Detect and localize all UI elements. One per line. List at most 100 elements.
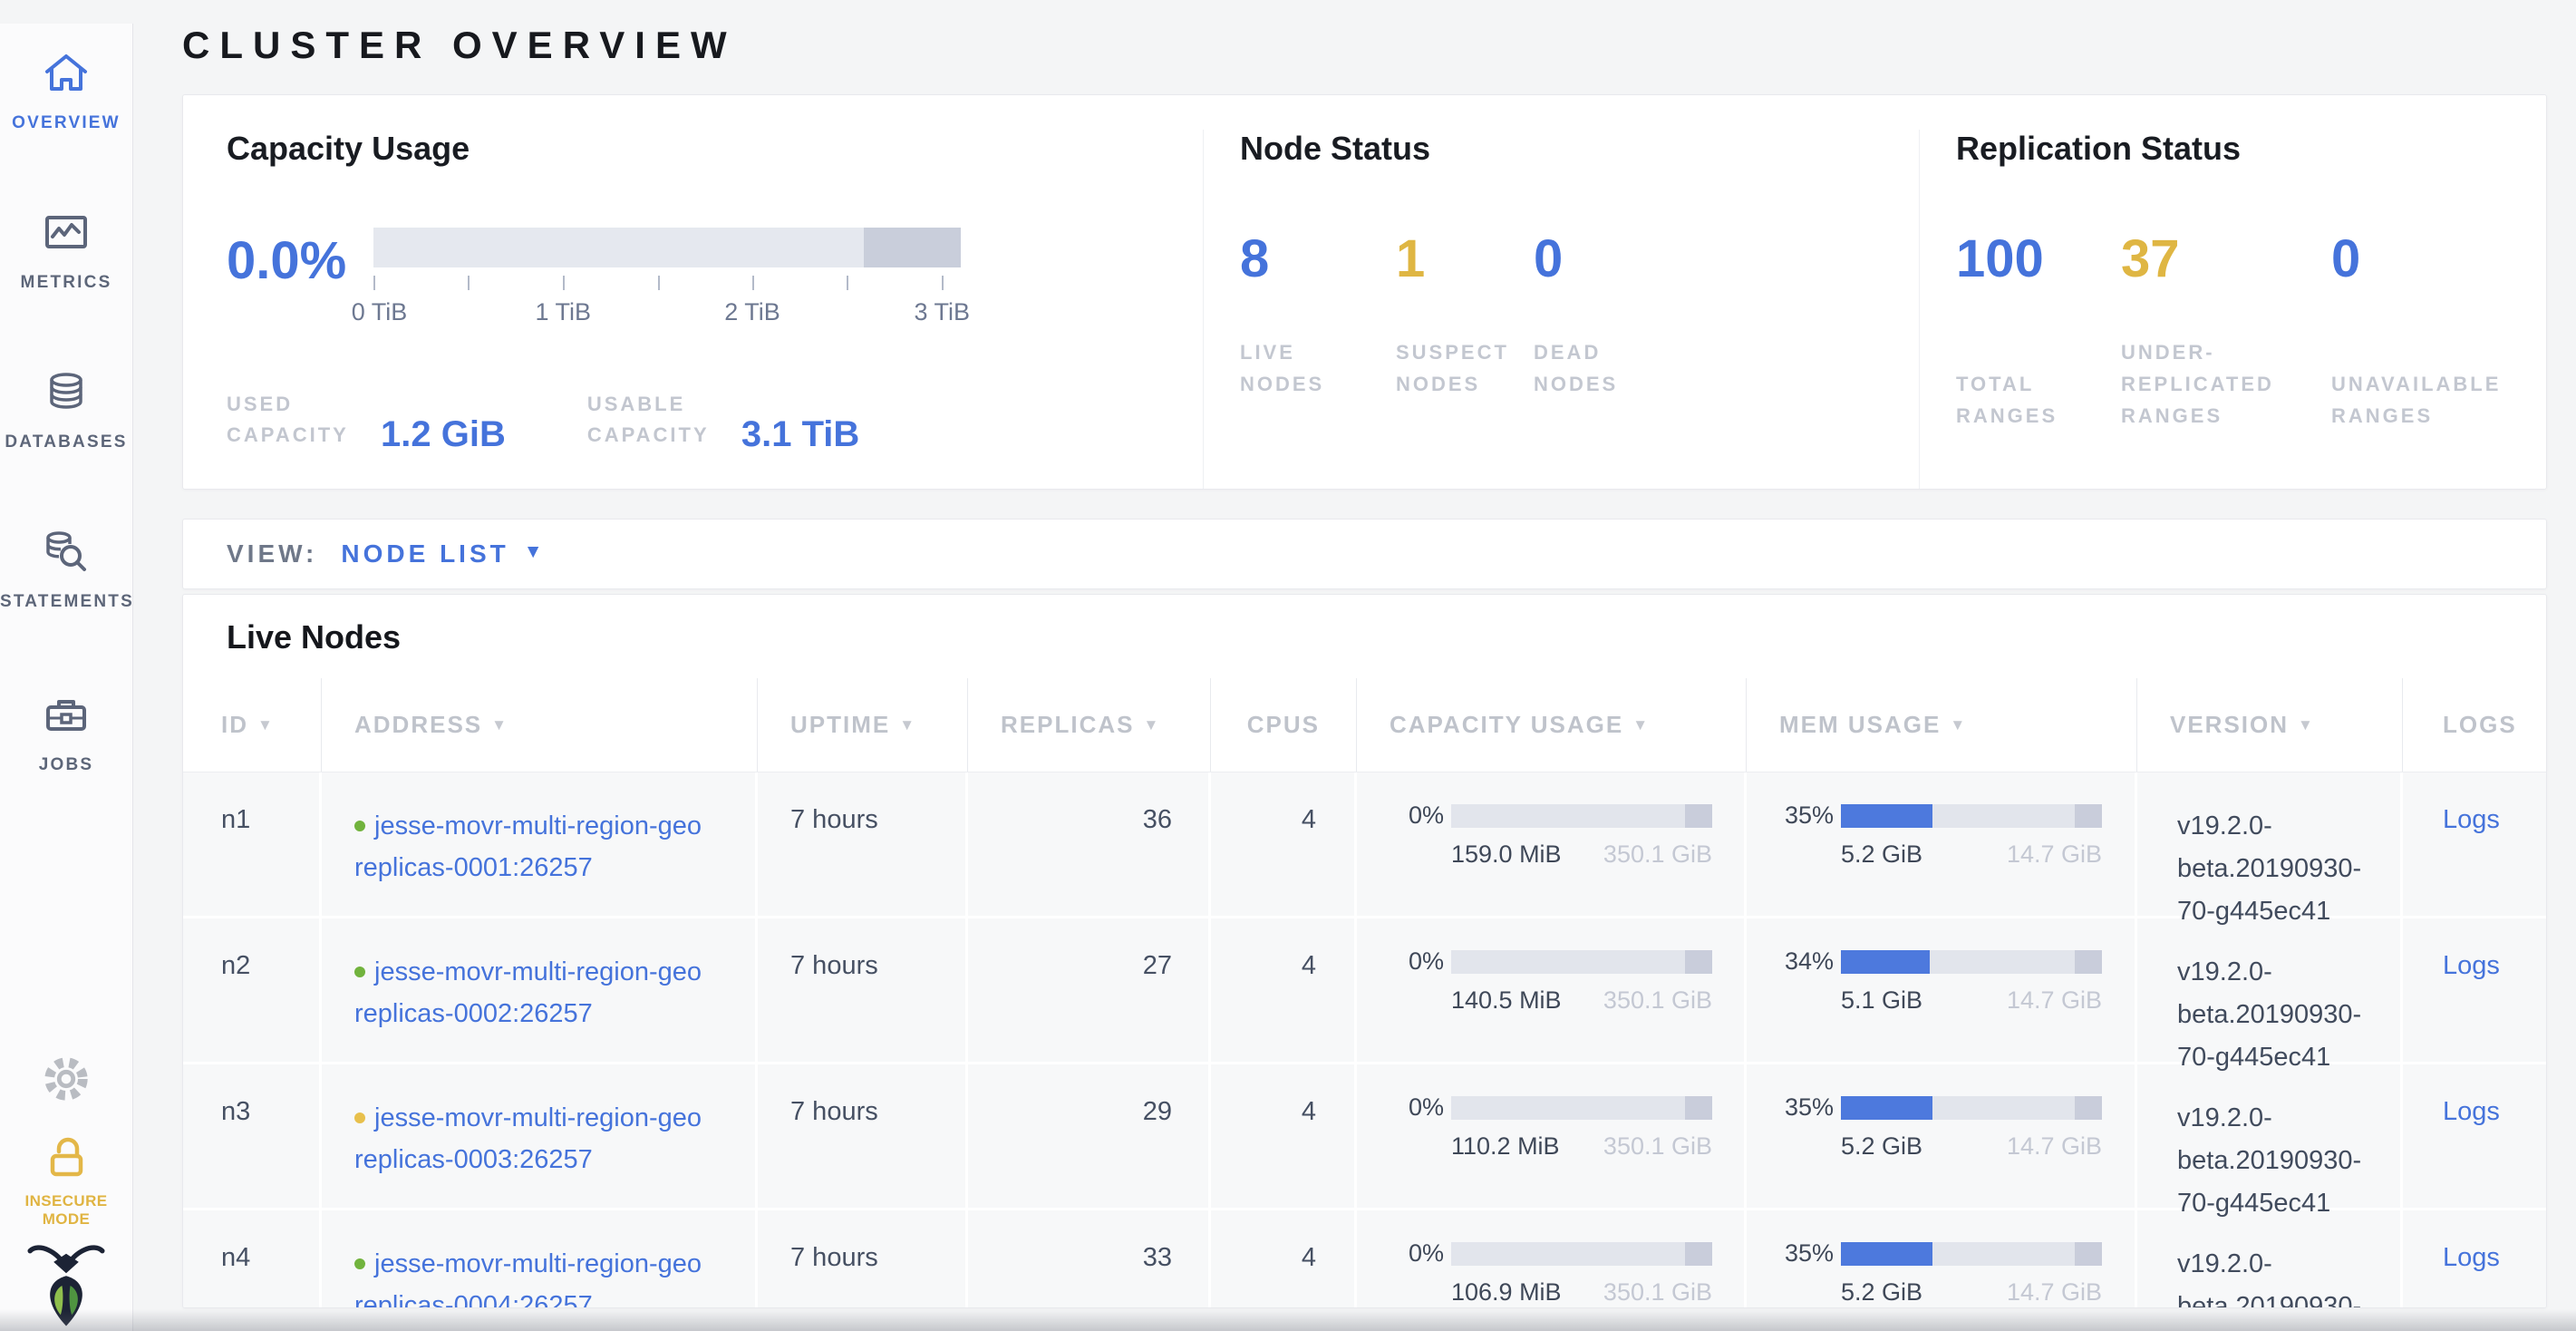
- column-header-uptime[interactable]: UPTIME ▼: [758, 678, 968, 772]
- node-address-link[interactable]: jesse-movr-multi-region-geo replicas-0004…: [354, 1249, 702, 1308]
- metrics-icon: [40, 216, 92, 263]
- node-version: v19.2.0-beta.20190930-70-g445ec41: [2137, 1210, 2403, 1307]
- capacity-percent: 0.0%: [227, 231, 347, 290]
- column-header-version[interactable]: VERSION ▼: [2137, 678, 2403, 772]
- logs-link[interactable]: Logs: [2443, 1243, 2500, 1272]
- tick-label: 3 TiB: [914, 298, 971, 325]
- node-cpus: 4: [1211, 772, 1357, 933]
- view-label: VIEW:: [227, 539, 318, 568]
- tick-label: 2 TiB: [724, 298, 780, 325]
- tick-label: 1 TiB: [535, 298, 592, 325]
- mem-bar: [1841, 949, 2102, 974]
- node-replicas: 33: [968, 1210, 1211, 1307]
- node-mem-usage: 35% 5.2 GiB 14.7 GiB: [1747, 1210, 2137, 1307]
- databases-icon: [40, 373, 92, 423]
- node-version: v19.2.0-beta.20190930-70-g445ec41: [2137, 918, 2403, 1079]
- chevron-down-icon: ▼: [523, 541, 543, 562]
- column-header-replicas[interactable]: REPLICAS ▼: [968, 678, 1211, 772]
- node-address-link[interactable]: jesse-movr-multi-region-geo replicas-0002…: [354, 957, 702, 1029]
- node-logs: Logs: [2403, 1064, 2546, 1225]
- node-status-section: Node Status 8 1 0 LIVE NODES SUSPECT NOD…: [1203, 130, 1919, 489]
- column-header-capacity-usage[interactable]: CAPACITY USAGE ▼: [1357, 678, 1747, 772]
- node-status-title: Node Status: [1240, 130, 1431, 167]
- node-capacity-usage: 0% 106.9 MiB 350.1 GiB: [1357, 1210, 1747, 1307]
- main-content: CLUSTER OVERVIEW Capacity Usage 0.0% 0: [133, 24, 2576, 1308]
- suspect-nodes-label: SUSPECT NODES: [1396, 341, 1509, 396]
- node-address: jesse-movr-multi-region-geo replicas-0003…: [322, 1064, 758, 1225]
- dead-nodes-count: 0: [1534, 229, 1564, 288]
- live-nodes-label: LIVE NODES: [1240, 341, 1325, 396]
- node-address-link[interactable]: jesse-movr-multi-region-geo replicas-0001…: [354, 811, 702, 883]
- node-logs: Logs: [2403, 918, 2546, 1079]
- mem-bar: [1841, 803, 2102, 828]
- node-status-dot: [354, 1112, 365, 1123]
- capacity-usage-title: Capacity Usage: [227, 130, 470, 167]
- usable-capacity-value: 3.1 TiB: [741, 414, 860, 455]
- node-status-dot: [354, 1258, 365, 1269]
- column-header-cpus: CPUS: [1211, 678, 1357, 772]
- node-status-dot: [354, 967, 365, 977]
- replication-status-section: Replication Status 100 37 0 TOTAL RANGES…: [1919, 130, 2546, 489]
- sidebar-item-label: DATABASES: [5, 432, 128, 452]
- sort-icon: ▼: [1632, 715, 1651, 734]
- table-body: n1 jesse-movr-multi-region-geo replicas-0…: [183, 772, 2546, 1308]
- sidebar-item-statements[interactable]: STATEMENTS: [0, 526, 132, 612]
- capacity-gauge-ticks: [373, 267, 961, 298]
- cockroach-logo[interactable]: [0, 1237, 132, 1331]
- node-replicas: 29: [968, 1064, 1211, 1225]
- node-logs: Logs: [2403, 772, 2546, 933]
- unavailable-ranges-label: UNAVAILABLE RANGES: [2331, 373, 2502, 428]
- logs-link[interactable]: Logs: [2443, 951, 2500, 980]
- sidebar-item-metrics[interactable]: METRICS: [0, 207, 132, 293]
- sidebar: OVERVIEW METRICS DATABASES: [0, 24, 133, 1331]
- mem-bar: [1841, 1095, 2102, 1120]
- sort-icon: ▼: [257, 715, 275, 734]
- node-replicas: 36: [968, 772, 1211, 933]
- sidebar-item-jobs[interactable]: JOBS: [0, 689, 132, 775]
- gear-icon: [41, 1057, 92, 1108]
- node-logs: Logs: [2403, 1210, 2546, 1307]
- sidebar-item-label: OVERVIEW: [12, 113, 121, 132]
- dead-nodes-label: DEAD NODES: [1534, 341, 1619, 396]
- live-nodes-title: Live Nodes: [227, 618, 402, 656]
- node-capacity-usage: 0% 159.0 MiB 350.1 GiB: [1357, 772, 1747, 933]
- node-capacity-usage: 0% 140.5 MiB 350.1 GiB: [1357, 918, 1747, 1079]
- node-status-dot: [354, 821, 365, 831]
- node-replicas: 27: [968, 918, 1211, 1079]
- capacity-bar: [1451, 1095, 1712, 1120]
- node-uptime: 7 hours: [758, 1064, 968, 1225]
- column-header-address[interactable]: ADDRESS ▼: [322, 678, 758, 772]
- capacity-bar: [1451, 1241, 1712, 1266]
- tick-label: 0 TiB: [351, 298, 408, 325]
- insecure-mode-indicator[interactable]: INSECURE MODE: [0, 1128, 132, 1229]
- mem-bar: [1841, 1241, 2102, 1266]
- node-capacity-usage: 0% 110.2 MiB 350.1 GiB: [1357, 1064, 1747, 1225]
- capacity-bar: [1451, 949, 1712, 974]
- node-id: n3: [183, 1064, 322, 1225]
- live-nodes-count: 8: [1240, 229, 1270, 288]
- used-capacity-stat: USED CAPACITY 1.2 GiB: [227, 393, 506, 455]
- view-selector[interactable]: VIEW: NODE LIST ▼: [182, 519, 2547, 589]
- view-value[interactable]: NODE LIST: [341, 539, 509, 568]
- statements-icon: [40, 531, 92, 582]
- node-address-link[interactable]: jesse-movr-multi-region-geo replicas-0003…: [354, 1103, 702, 1175]
- node-uptime: 7 hours: [758, 1210, 968, 1307]
- sidebar-item-overview[interactable]: OVERVIEW: [0, 47, 132, 133]
- table-header: ID ▼ ADDRESS ▼ UPTIME ▼ REPLICAS ▼ CPUS CAPA…: [183, 678, 2546, 772]
- under-replicated-ranges-label: UNDER-REPLICATED RANGES: [2121, 341, 2274, 428]
- node-uptime: 7 hours: [758, 772, 968, 933]
- settings-button[interactable]: [0, 1054, 132, 1109]
- logs-link[interactable]: Logs: [2443, 805, 2500, 834]
- capacity-bar: [1451, 803, 1712, 828]
- total-ranges-count: 100: [1956, 229, 2044, 288]
- sidebar-item-databases[interactable]: DATABASES: [0, 366, 132, 452]
- column-header-id[interactable]: ID ▼: [183, 678, 322, 772]
- capacity-gauge-track: [373, 228, 961, 267]
- home-icon: [40, 54, 92, 103]
- sidebar-item-label: STATEMENTS: [0, 592, 134, 611]
- table-row: n4 jesse-movr-multi-region-geo replicas-0…: [183, 1210, 2546, 1308]
- column-header-mem-usage[interactable]: MEM USAGE ▼: [1747, 678, 2137, 772]
- logs-link[interactable]: Logs: [2443, 1097, 2500, 1126]
- total-ranges-label: TOTAL RANGES: [1956, 373, 2058, 428]
- live-nodes-card: Live Nodes ID ▼ ADDRESS ▼ UPTIME ▼ REPLICAS…: [182, 594, 2547, 1308]
